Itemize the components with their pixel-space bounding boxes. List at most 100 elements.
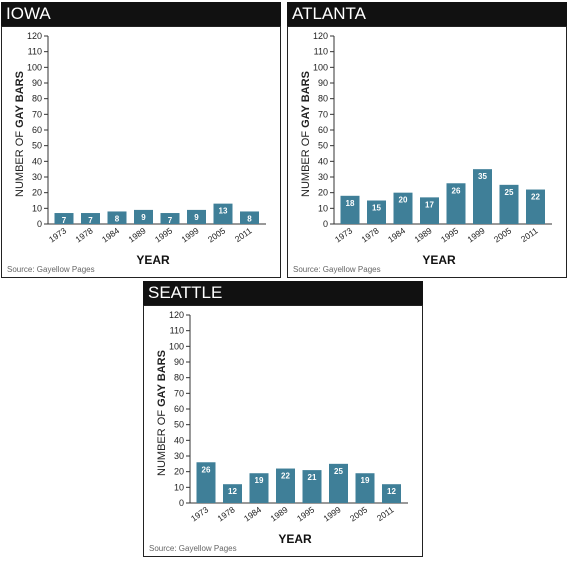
chart-panel-iowa: IOWA 0 10 20 30 40 50 60 70 80 90 100 110 120 NUMBER … [1,2,281,278]
y-tick-label: 0 [179,498,184,508]
y-tick-label: 70 [174,388,184,398]
chart-panel-seattle: SEATTLE 0 10 20 30 40 50 60 70 80 90 100 110 120 NUMB… [143,281,423,557]
bar [382,484,401,503]
y-tick-label: 50 [174,420,184,430]
bar-value-label: 8 [247,214,252,223]
y-tick-label: 40 [32,156,42,166]
x-tick-label: 2005 [206,225,227,244]
y-axis-label-prefix: NUMBER OF [156,407,168,476]
y-tick-label: 10 [32,203,42,213]
bar-value-label: 9 [141,213,146,222]
bar [420,197,439,224]
bar [526,189,545,224]
y-axis-label-emphasis: GAY BARS [14,71,26,128]
bar-value-label: 22 [531,193,540,202]
y-tick-label: 80 [32,94,42,104]
bar-value-label: 12 [387,487,396,496]
y-tick-label: 30 [318,172,328,182]
y-tick-label: 50 [318,141,328,151]
y-tick-label: 0 [323,219,328,229]
chart-title: ATLANTA [287,2,567,26]
chart-title: IOWA [1,2,281,26]
x-tick-label: 1978 [359,225,380,244]
y-axis-label-prefix: NUMBER OF [14,128,26,197]
y-tick-label: 80 [174,373,184,383]
x-tick-label: 2011 [233,225,254,244]
chart-panel-atlanta: ATLANTA 0 10 20 30 40 50 60 70 80 90 100 110 120 NUMB… [287,2,567,278]
x-axis-label: YEAR [278,532,312,546]
bar [107,211,127,224]
x-tick-label: 2011 [375,504,396,523]
y-tick-label: 20 [174,467,184,477]
y-tick-label: 20 [318,188,328,198]
source-note: Source: Gayellow Pages [149,544,237,553]
y-axis-label: NUMBER OF GAY BARS [156,350,168,476]
y-axis-label-emphasis: GAY BARS [156,350,168,407]
bar [54,213,74,224]
bar [81,213,100,224]
x-tick-label: 2005 [492,225,513,244]
bar [160,213,180,224]
y-tick-label: 60 [318,125,328,135]
y-tick-label: 120 [313,31,328,41]
bar [249,473,269,503]
x-tick-label: 1973 [47,225,68,244]
bar-value-label: 17 [425,200,434,209]
x-tick-label: 1978 [215,504,236,523]
bar-value-label: 25 [505,188,514,197]
bar-value-label: 9 [194,213,199,222]
bar [367,200,386,224]
y-tick-label: 90 [318,78,328,88]
bar [196,462,216,503]
bar-value-label: 13 [219,207,228,216]
bar [276,468,295,503]
y-tick-label: 70 [32,109,42,119]
bar-value-label: 8 [115,214,120,223]
source-note: Source: Gayellow Pages [293,265,381,274]
bar-value-label: 20 [399,196,408,205]
y-tick-label: 30 [32,172,42,182]
y-tick-label: 10 [318,203,328,213]
y-tick-label: 100 [27,62,42,72]
x-tick-label: 1984 [386,225,407,244]
x-tick-label: 2005 [348,504,369,523]
y-tick-label: 70 [318,109,328,119]
bar [446,183,466,224]
bar [134,209,153,224]
x-tick-label: 1995 [153,225,174,244]
y-tick-label: 80 [318,94,328,104]
y-axis-label-prefix: NUMBER OF [300,128,312,197]
bar-value-label: 26 [202,465,211,474]
y-axis-label: NUMBER OF GAY BARS [14,71,26,197]
bar [355,473,375,503]
y-tick-label: 20 [32,188,42,198]
bar [473,169,492,224]
x-tick-label: 1995 [295,504,316,523]
x-tick-label: 1984 [242,504,263,523]
x-tick-label: 1973 [333,225,354,244]
bar-chart: 0 10 20 30 40 50 60 70 80 90 100 110 120 NUMBER OF GA… [156,310,408,546]
bar-value-label: 15 [372,204,381,213]
bar-chart: 0 10 20 30 40 50 60 70 80 90 100 110 120 NUMBER OF GA… [14,31,266,267]
y-tick-label: 110 [314,47,328,57]
bar-value-label: 35 [478,172,487,181]
y-tick-label: 60 [32,125,42,135]
bar [329,463,348,503]
bar [393,192,413,224]
bar-value-label: 7 [62,216,67,225]
bar-chart: 0 10 20 30 40 50 60 70 80 90 100 110 120 NUMBER OF GA… [300,31,552,267]
bar [187,209,206,224]
bar [213,203,233,224]
x-tick-label: 1999 [179,225,200,244]
x-tick-label: 2011 [519,225,540,244]
y-tick-label: 30 [174,451,184,461]
y-axis-label-emphasis: GAY BARS [300,71,312,128]
y-tick-label: 100 [169,341,184,351]
bar-value-label: 7 [88,216,93,225]
source-note: Source: Gayellow Pages [7,265,95,274]
bar-value-label: 25 [334,467,343,476]
bar [223,484,242,503]
x-tick-label: 1978 [73,225,94,244]
y-tick-label: 90 [174,357,184,367]
bar-value-label: 21 [308,473,317,482]
